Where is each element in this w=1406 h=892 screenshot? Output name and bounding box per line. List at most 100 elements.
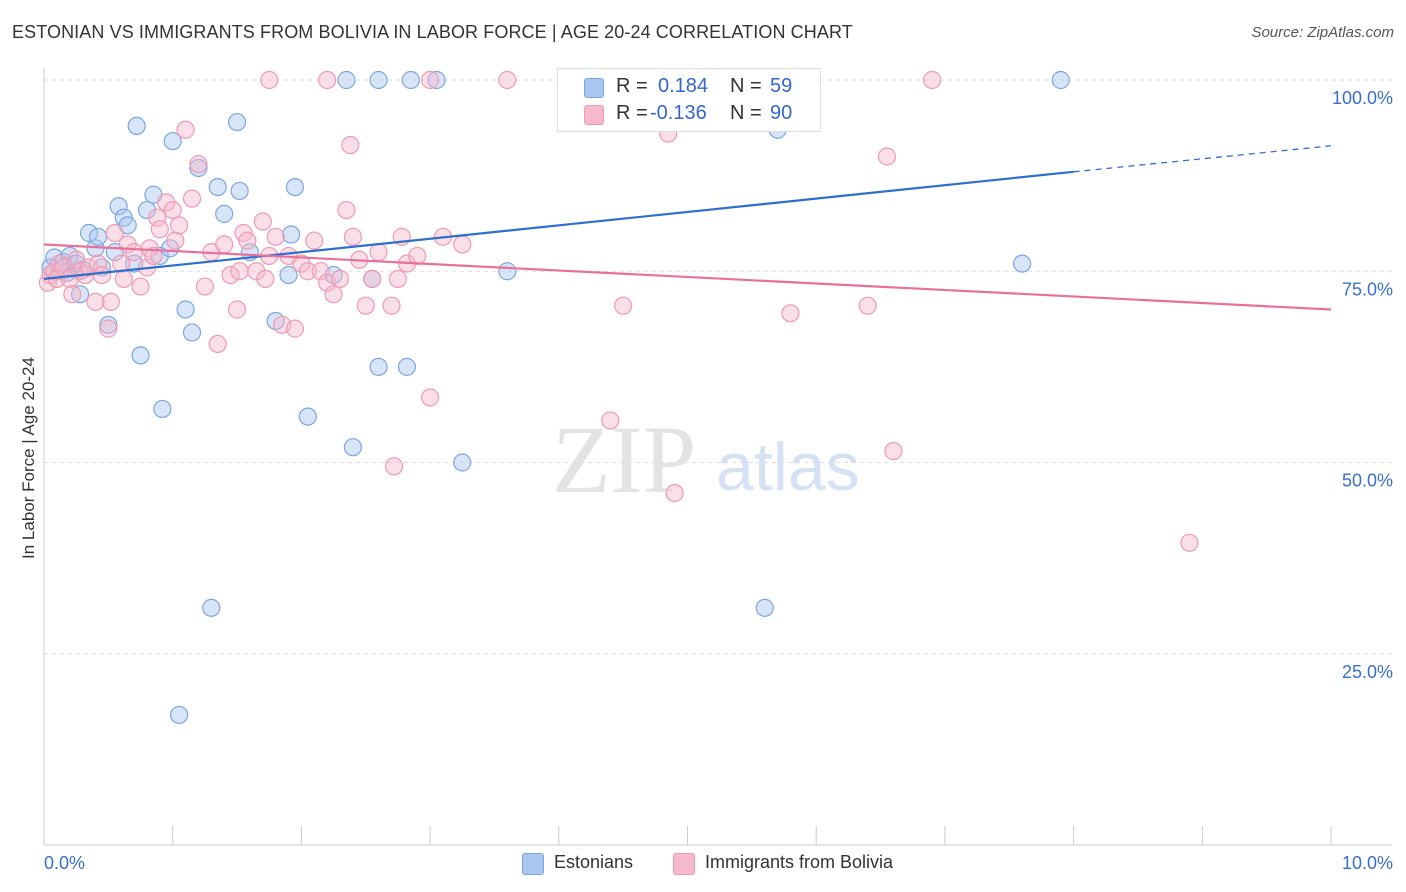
- legend-swatch-pink: [673, 853, 695, 875]
- point-bolivia: [330, 269, 350, 288]
- point-bolivia: [208, 334, 227, 354]
- legend-row-estonians: R = 0.184 N = 59: [558, 73, 820, 101]
- legend-row-bolivia: R = -0.136 N = 90: [558, 100, 820, 128]
- point-estonians: [1051, 70, 1070, 90]
- point-bolivia: [388, 269, 408, 288]
- point-bolivia: [453, 235, 472, 254]
- point-bolivia: [166, 231, 185, 250]
- point-estonians: [99, 315, 118, 334]
- point-estonians: [208, 178, 227, 197]
- point-bolivia: [260, 70, 279, 90]
- point-bolivia: [341, 135, 360, 155]
- point-estonians: [369, 70, 388, 90]
- chart-title: ESTONIAN VS IMMIGRANTS FROM BOLIVIA IN L…: [12, 22, 853, 42]
- point-bolivia: [170, 216, 189, 235]
- point-bolivia: [601, 411, 620, 430]
- point-bolivia: [112, 254, 131, 273]
- point-bolivia: [1180, 533, 1199, 552]
- point-estonians: [298, 407, 317, 426]
- legend-n-label: N =: [730, 75, 762, 97]
- point-bolivia: [266, 227, 285, 246]
- grid-lines: [44, 79, 1392, 655]
- legend-swatch-blue: [522, 853, 544, 875]
- point-bolivia: [408, 246, 427, 266]
- point-estonians: [88, 227, 108, 246]
- point-bolivia: [781, 304, 800, 323]
- trend-lines: [43, 145, 1332, 311]
- point-bolivia: [884, 441, 903, 461]
- point-estonians: [127, 116, 146, 136]
- point-bolivia: [877, 147, 897, 166]
- point-bolivia: [182, 189, 202, 208]
- point-estonians: [189, 158, 208, 178]
- point-bolivia: [369, 243, 388, 262]
- point-estonians: [343, 438, 362, 457]
- point-estonians: [131, 346, 150, 365]
- point-estonians: [109, 197, 128, 216]
- legend-swatch-blue: [584, 78, 604, 98]
- point-estonians: [1013, 254, 1032, 273]
- point-estonians: [401, 70, 420, 90]
- y-tick-label: 25.0%: [1342, 662, 1393, 682]
- point-estonians: [282, 225, 301, 244]
- point-bolivia: [221, 265, 240, 285]
- legend-label-bolivia: Immigrants from Bolivia: [705, 852, 894, 872]
- point-bolivia: [498, 70, 517, 90]
- point-bolivia: [311, 262, 330, 281]
- y-tick-label: 50.0%: [1342, 471, 1393, 491]
- x-tick-label: 10.0%: [1342, 853, 1393, 873]
- x-tick-labels: 0.0% 10.0%: [44, 853, 1393, 873]
- point-bolivia: [124, 243, 144, 262]
- point-bolivia: [176, 120, 195, 139]
- y-tick-label: 75.0%: [1342, 279, 1393, 299]
- point-bolivia: [86, 292, 105, 311]
- axes: [43, 68, 1392, 846]
- point-estonians: [453, 453, 472, 472]
- point-bolivia: [318, 70, 337, 90]
- legend-swatch-pink: [584, 105, 604, 125]
- stats-legend: R = 0.184 N = 59 R = -0.136 N = 90: [557, 68, 821, 132]
- point-bolivia: [163, 200, 182, 220]
- point-bolivia: [253, 212, 272, 231]
- point-estonians: [230, 181, 249, 201]
- y-axis-label: In Labor Force | Age 20-24: [19, 357, 38, 559]
- point-bolivia: [148, 208, 167, 227]
- point-estonians: [176, 300, 195, 319]
- point-estonians: [279, 265, 298, 285]
- legend-r-value: 0.184: [658, 75, 709, 97]
- point-bolivia: [384, 457, 404, 476]
- point-estonians: [498, 262, 517, 281]
- point-bolivia: [189, 155, 208, 174]
- point-bolivia: [88, 254, 108, 273]
- point-estonians: [285, 178, 305, 197]
- point-estonians: [215, 204, 234, 223]
- point-estonians: [755, 598, 774, 617]
- point-bolivia: [215, 235, 234, 254]
- legend-n-label: N =: [730, 102, 762, 124]
- series-estonians: [41, 70, 1070, 725]
- point-bolivia: [305, 231, 324, 250]
- legend-n-value: 90: [770, 102, 793, 124]
- point-bolivia: [101, 292, 121, 311]
- point-estonians: [150, 246, 169, 266]
- point-bolivia: [421, 70, 440, 90]
- point-bolivia: [382, 296, 401, 315]
- point-estonians: [397, 357, 417, 376]
- y-tick-labels: 25.0% 50.0% 75.0% 100.0%: [1332, 88, 1393, 682]
- point-bolivia: [150, 220, 169, 239]
- point-estonians: [337, 70, 356, 90]
- legend-r-label: R =: [616, 102, 648, 124]
- legend-r-label: R =: [616, 75, 648, 97]
- x-tick-label: 0.0%: [44, 853, 85, 873]
- point-estonians: [153, 399, 172, 419]
- point-bolivia: [131, 277, 150, 296]
- point-bolivia: [144, 246, 163, 266]
- point-bolivia: [421, 388, 440, 407]
- point-bolivia: [356, 296, 375, 315]
- point-estonians: [163, 132, 182, 151]
- point-bolivia: [858, 296, 877, 315]
- source-credit: Source: ZipAtlas.com: [1251, 24, 1394, 41]
- point-estonians: [202, 598, 221, 617]
- point-estonians: [427, 70, 446, 90]
